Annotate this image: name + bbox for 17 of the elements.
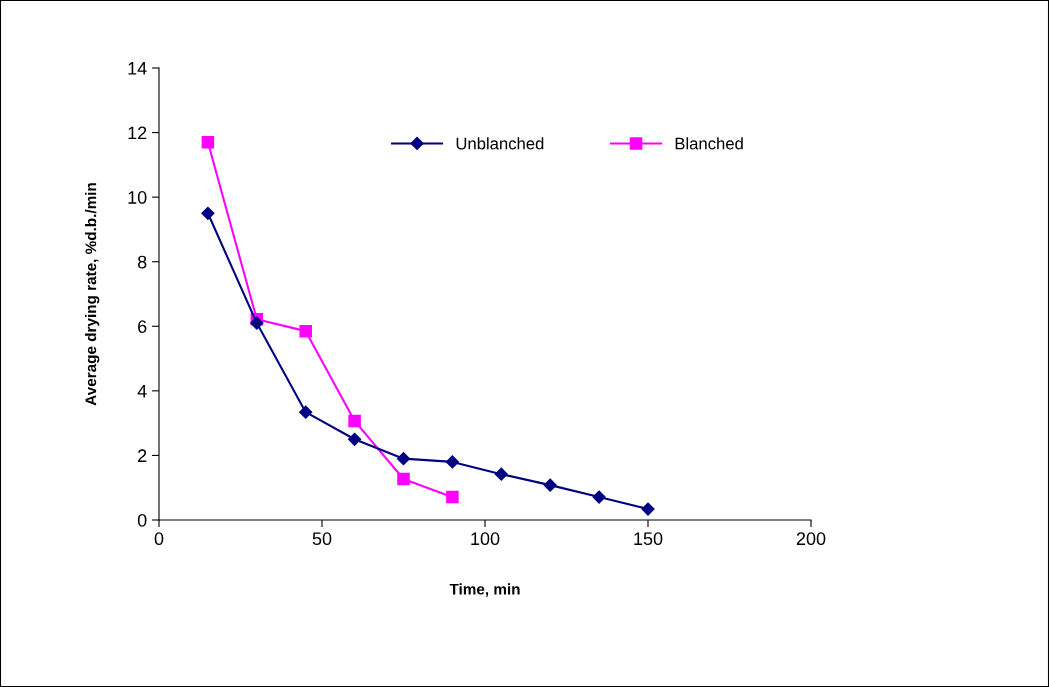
- x-tick-label: 150: [634, 532, 663, 546]
- y-axis-title: Average drying rate, %d.b./min: [85, 183, 100, 406]
- y-tick-label: 14: [128, 62, 147, 75]
- y-tick-label: 12: [128, 126, 147, 140]
- x-tick-label: 100: [471, 532, 500, 546]
- y-tick-label: 4: [137, 384, 147, 398]
- y-tick-label: 8: [137, 255, 147, 269]
- x-tick-label: 50: [312, 532, 332, 546]
- legend-label: Blanched: [675, 137, 743, 150]
- x-tick-label: 0: [154, 532, 164, 546]
- legend-label: Unblanched: [456, 137, 544, 150]
- y-tick-label: 6: [138, 320, 147, 334]
- y-tick-label: 10: [128, 191, 147, 204]
- y-tick-label: 0: [137, 513, 147, 527]
- y-tick-label: 2: [138, 449, 147, 462]
- x-axis-title: Time, min: [449, 583, 520, 597]
- x-tick-label: 200: [796, 532, 826, 546]
